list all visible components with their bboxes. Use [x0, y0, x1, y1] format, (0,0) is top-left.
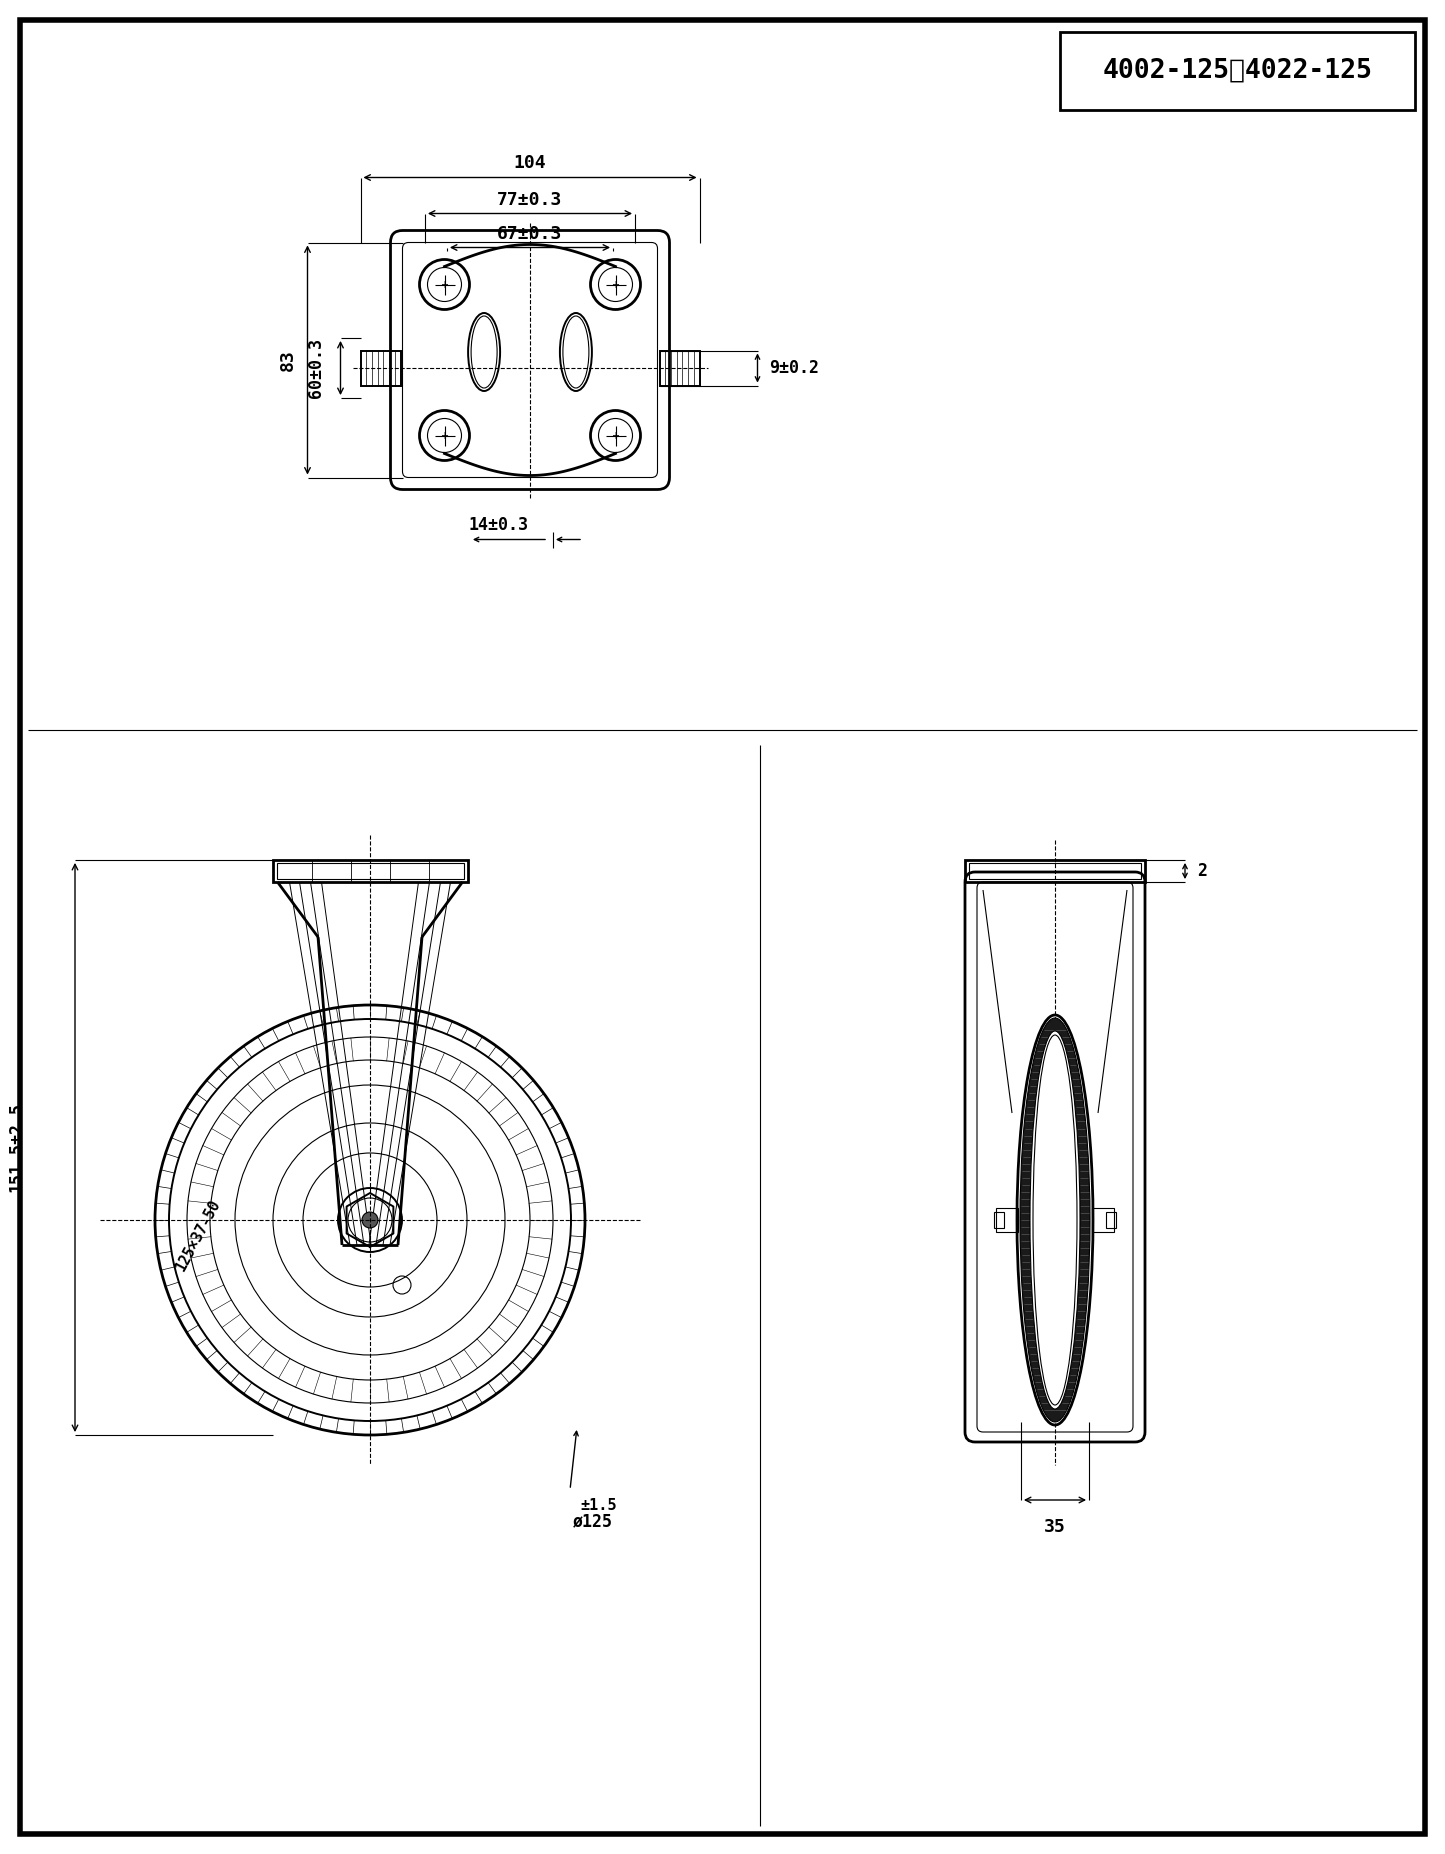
Bar	[1061, 32, 1415, 109]
Text: 14±0.3: 14±0.3	[470, 515, 529, 534]
Bar	[276, 862, 464, 879]
Ellipse shape	[1030, 1031, 1079, 1409]
Text: 9±0.2: 9±0.2	[770, 360, 819, 376]
Text: 4002-125、4022-125: 4002-125、4022-125	[1103, 57, 1373, 83]
Bar	[1092, 1209, 1114, 1233]
Bar	[994, 1213, 1004, 1227]
Text: 104: 104	[513, 154, 546, 172]
Bar	[970, 862, 1142, 879]
Text: 60±0.3: 60±0.3	[308, 337, 325, 399]
Text: +: +	[441, 280, 448, 289]
Bar	[1105, 1213, 1116, 1227]
Text: 83: 83	[279, 349, 296, 371]
Text: 67±0.3: 67±0.3	[497, 224, 562, 243]
Text: 2: 2	[1196, 862, 1207, 881]
Text: ø125: ø125	[574, 1513, 613, 1530]
Text: +: +	[611, 430, 620, 441]
Bar	[965, 860, 1144, 883]
Text: +: +	[611, 280, 620, 289]
Text: 125×37-50: 125×37-50	[173, 1196, 223, 1274]
Bar	[273, 860, 468, 883]
Circle shape	[363, 1213, 379, 1227]
Bar	[360, 350, 400, 386]
Text: ±1.5: ±1.5	[579, 1498, 617, 1513]
Text: 35: 35	[1045, 1518, 1066, 1535]
Bar	[996, 1209, 1017, 1233]
Text: 151.5±2.5: 151.5±2.5	[9, 1103, 26, 1192]
Ellipse shape	[1020, 1018, 1090, 1422]
Text: 77±0.3: 77±0.3	[497, 191, 562, 208]
Text: +: +	[441, 430, 448, 441]
Bar	[659, 350, 699, 386]
